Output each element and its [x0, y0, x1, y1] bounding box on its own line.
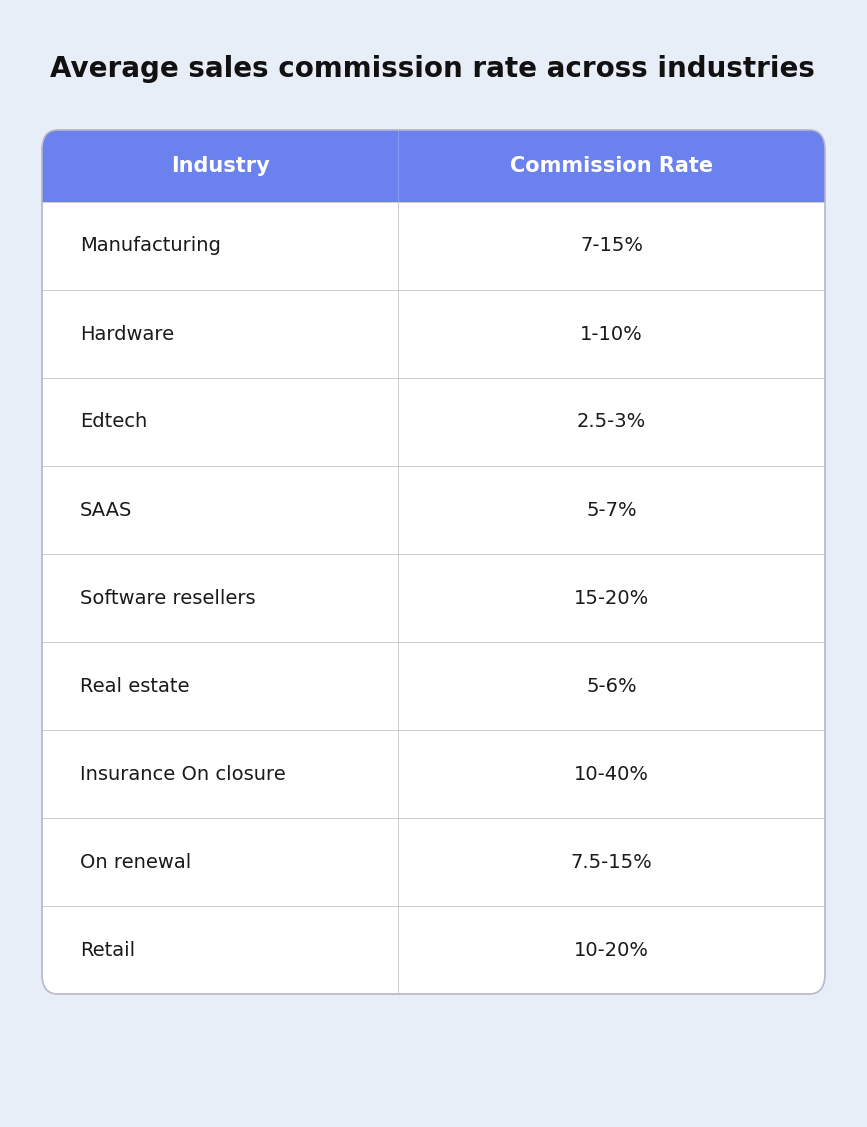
Text: Average sales commission rate across industries: Average sales commission rate across ind… [50, 55, 815, 83]
Text: 10-20%: 10-20% [574, 941, 649, 959]
Text: Manufacturing: Manufacturing [80, 237, 221, 256]
Text: Retail: Retail [80, 941, 135, 959]
Text: Hardware: Hardware [80, 325, 174, 344]
Text: 7-15%: 7-15% [580, 237, 643, 256]
Text: 7.5-15%: 7.5-15% [570, 852, 653, 871]
Text: Industry: Industry [171, 156, 270, 176]
Text: Real estate: Real estate [80, 676, 190, 695]
Text: 5-7%: 5-7% [586, 500, 637, 520]
Text: SAAS: SAAS [80, 500, 133, 520]
Text: Edtech: Edtech [80, 412, 147, 432]
Text: 5-6%: 5-6% [586, 676, 637, 695]
Text: On renewal: On renewal [80, 852, 192, 871]
Text: 10-40%: 10-40% [574, 764, 649, 783]
Text: Commission Rate: Commission Rate [510, 156, 714, 176]
Text: 15-20%: 15-20% [574, 588, 649, 607]
Text: Insurance On closure: Insurance On closure [80, 764, 286, 783]
Text: Software resellers: Software resellers [80, 588, 256, 607]
Text: 2.5-3%: 2.5-3% [577, 412, 646, 432]
Text: 1-10%: 1-10% [580, 325, 643, 344]
